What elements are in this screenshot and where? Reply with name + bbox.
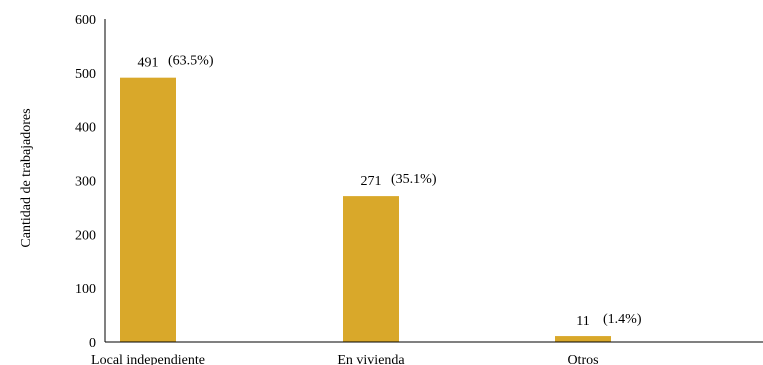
value-label: 491: [138, 56, 159, 71]
bar: [343, 196, 399, 342]
y-axis-label: Cantidad de trabajadores: [19, 108, 34, 247]
percent-label: (63.5%): [168, 54, 214, 69]
value-label: 11: [576, 314, 589, 329]
percent-label: (1.4%): [603, 312, 642, 327]
y-tick-label: 500: [75, 67, 96, 82]
value-label: 271: [361, 174, 382, 189]
x-tick-label: Local independiente: [91, 353, 205, 365]
y-tick-label: 200: [75, 228, 96, 243]
x-tick-label: En vivienda: [337, 353, 405, 365]
percent-label: (35.1%): [391, 172, 437, 187]
y-tick-label: 100: [75, 282, 96, 297]
y-tick-label: 0: [89, 336, 96, 351]
y-tick-label: 400: [75, 121, 96, 136]
y-tick-label: 300: [75, 175, 96, 190]
bar: [120, 77, 176, 342]
x-axis-ticks: Local independiente En vivienda Otros: [91, 353, 599, 365]
x-tick-label: Otros: [567, 353, 598, 365]
bar: [555, 336, 611, 342]
y-tick-label: 600: [75, 13, 96, 28]
bars: [120, 77, 611, 342]
y-axis-ticks: 0 100 200 300 400 500 600: [75, 13, 96, 351]
data-labels: 491 (63.5%) 271 (35.1%) 11 (1.4%): [138, 54, 642, 329]
